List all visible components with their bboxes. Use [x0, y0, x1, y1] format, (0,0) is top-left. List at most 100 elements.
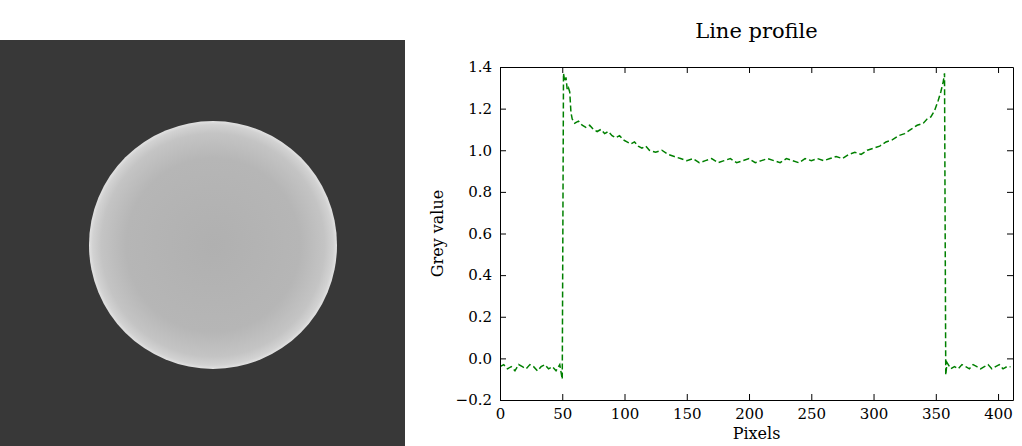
tick-mark [749, 67, 750, 73]
tick-label: 400 [984, 405, 1013, 423]
tick-label: 350 [922, 405, 951, 423]
profile-line [500, 73, 1011, 379]
tick-label: 200 [735, 405, 764, 423]
tick-label: 250 [797, 405, 826, 423]
tick: 300 [860, 394, 889, 423]
tick [874, 67, 875, 73]
tick: −0.2 [456, 391, 506, 409]
tick-mark [1007, 400, 1013, 401]
tick-mark [998, 67, 999, 73]
tick-mark [500, 275, 506, 276]
tick [1007, 275, 1013, 276]
image-background [0, 40, 405, 446]
tick: 50 [553, 394, 572, 423]
tick [1007, 67, 1013, 68]
tick-mark [1007, 234, 1013, 235]
tick-mark [1007, 192, 1013, 193]
tick: 0.6 [468, 225, 506, 243]
slice-image [0, 40, 405, 446]
tick: 0.2 [468, 308, 506, 326]
tick: 400 [984, 394, 1013, 423]
tick-mark [874, 67, 875, 73]
tick-mark [749, 394, 750, 400]
tick-label: −0.2 [456, 391, 492, 409]
tick-label: 0.6 [468, 225, 492, 243]
y-axis-title: Grey value [428, 190, 447, 278]
tick-mark [1007, 67, 1013, 68]
tick: 0.4 [468, 266, 506, 284]
tick-mark [811, 67, 812, 73]
tick-mark [625, 67, 626, 73]
tick [1007, 317, 1013, 318]
tick: 0.8 [468, 183, 506, 201]
tick-label: 1.2 [468, 100, 492, 118]
tick: 100 [611, 394, 640, 423]
tick-mark [811, 394, 812, 400]
tick: 250 [797, 394, 826, 423]
tick-label: 0.8 [468, 183, 492, 201]
tick-mark [500, 317, 506, 318]
tick-mark [500, 192, 506, 193]
tick [1007, 150, 1013, 151]
y-axis-right [1007, 68, 1014, 401]
x-axis-top [501, 67, 1014, 73]
tick-mark [500, 150, 506, 151]
figure: 0 50 100 150 200 250 300 350 400 −0.2 0.0 0.2 0.4 0.6… [0, 0, 1022, 446]
tick: 150 [673, 394, 702, 423]
tick-mark [874, 394, 875, 400]
tick [749, 67, 750, 73]
tick-mark [500, 109, 506, 110]
tick: 1.4 [468, 58, 506, 76]
tick-mark [500, 358, 506, 359]
tick [936, 67, 937, 73]
tick-label: 0.2 [468, 308, 492, 326]
tick: 350 [922, 394, 951, 423]
tick-mark [687, 67, 688, 73]
tick-label: 1.0 [468, 142, 492, 160]
tick [562, 67, 563, 73]
tick [998, 67, 999, 73]
tick-mark [1007, 150, 1013, 151]
tick [687, 67, 688, 73]
tick-mark [936, 394, 937, 400]
tick: 1.0 [468, 142, 506, 160]
axis-line [501, 400, 1014, 401]
tick: 1.2 [468, 100, 506, 118]
tick-label: 0.0 [468, 350, 492, 368]
tick-mark [1007, 358, 1013, 359]
tick-mark [500, 400, 506, 401]
disc [89, 121, 337, 369]
tick-label: 0 [496, 405, 506, 423]
tick-label: 100 [611, 405, 640, 423]
tick-mark [1007, 275, 1013, 276]
tick [1007, 234, 1013, 235]
tick [1007, 358, 1013, 359]
tick: 200 [735, 394, 764, 423]
x-axis: 0 50 100 150 200 250 300 350 400 [496, 394, 1014, 423]
tick-mark [625, 394, 626, 400]
tick-mark [562, 67, 563, 73]
tick-mark [500, 67, 506, 68]
tick-mark [1007, 317, 1013, 318]
axis-line [1013, 68, 1014, 401]
tick-label: 50 [553, 405, 572, 423]
tick [1007, 192, 1013, 193]
x-axis-title: Pixels [733, 424, 781, 443]
tick [1007, 109, 1013, 110]
tick-mark [687, 394, 688, 400]
plot-area [500, 73, 1011, 379]
tick-label: 0.4 [468, 266, 492, 284]
tick-label: 300 [860, 405, 889, 423]
tick: 0.0 [468, 350, 506, 368]
y-axis: −0.2 0.0 0.2 0.4 0.6 0.8 1.0 1.2 1.4 [456, 58, 506, 409]
tick [811, 67, 812, 73]
tick-mark [936, 67, 937, 73]
chart-title: Line profile [695, 19, 818, 43]
tick-mark [500, 234, 506, 235]
tick-label: 150 [673, 405, 702, 423]
tick [1007, 400, 1013, 401]
tick-mark [562, 394, 563, 400]
tick-mark [1007, 109, 1013, 110]
tick [625, 67, 626, 73]
tick-label: 1.4 [468, 58, 492, 76]
